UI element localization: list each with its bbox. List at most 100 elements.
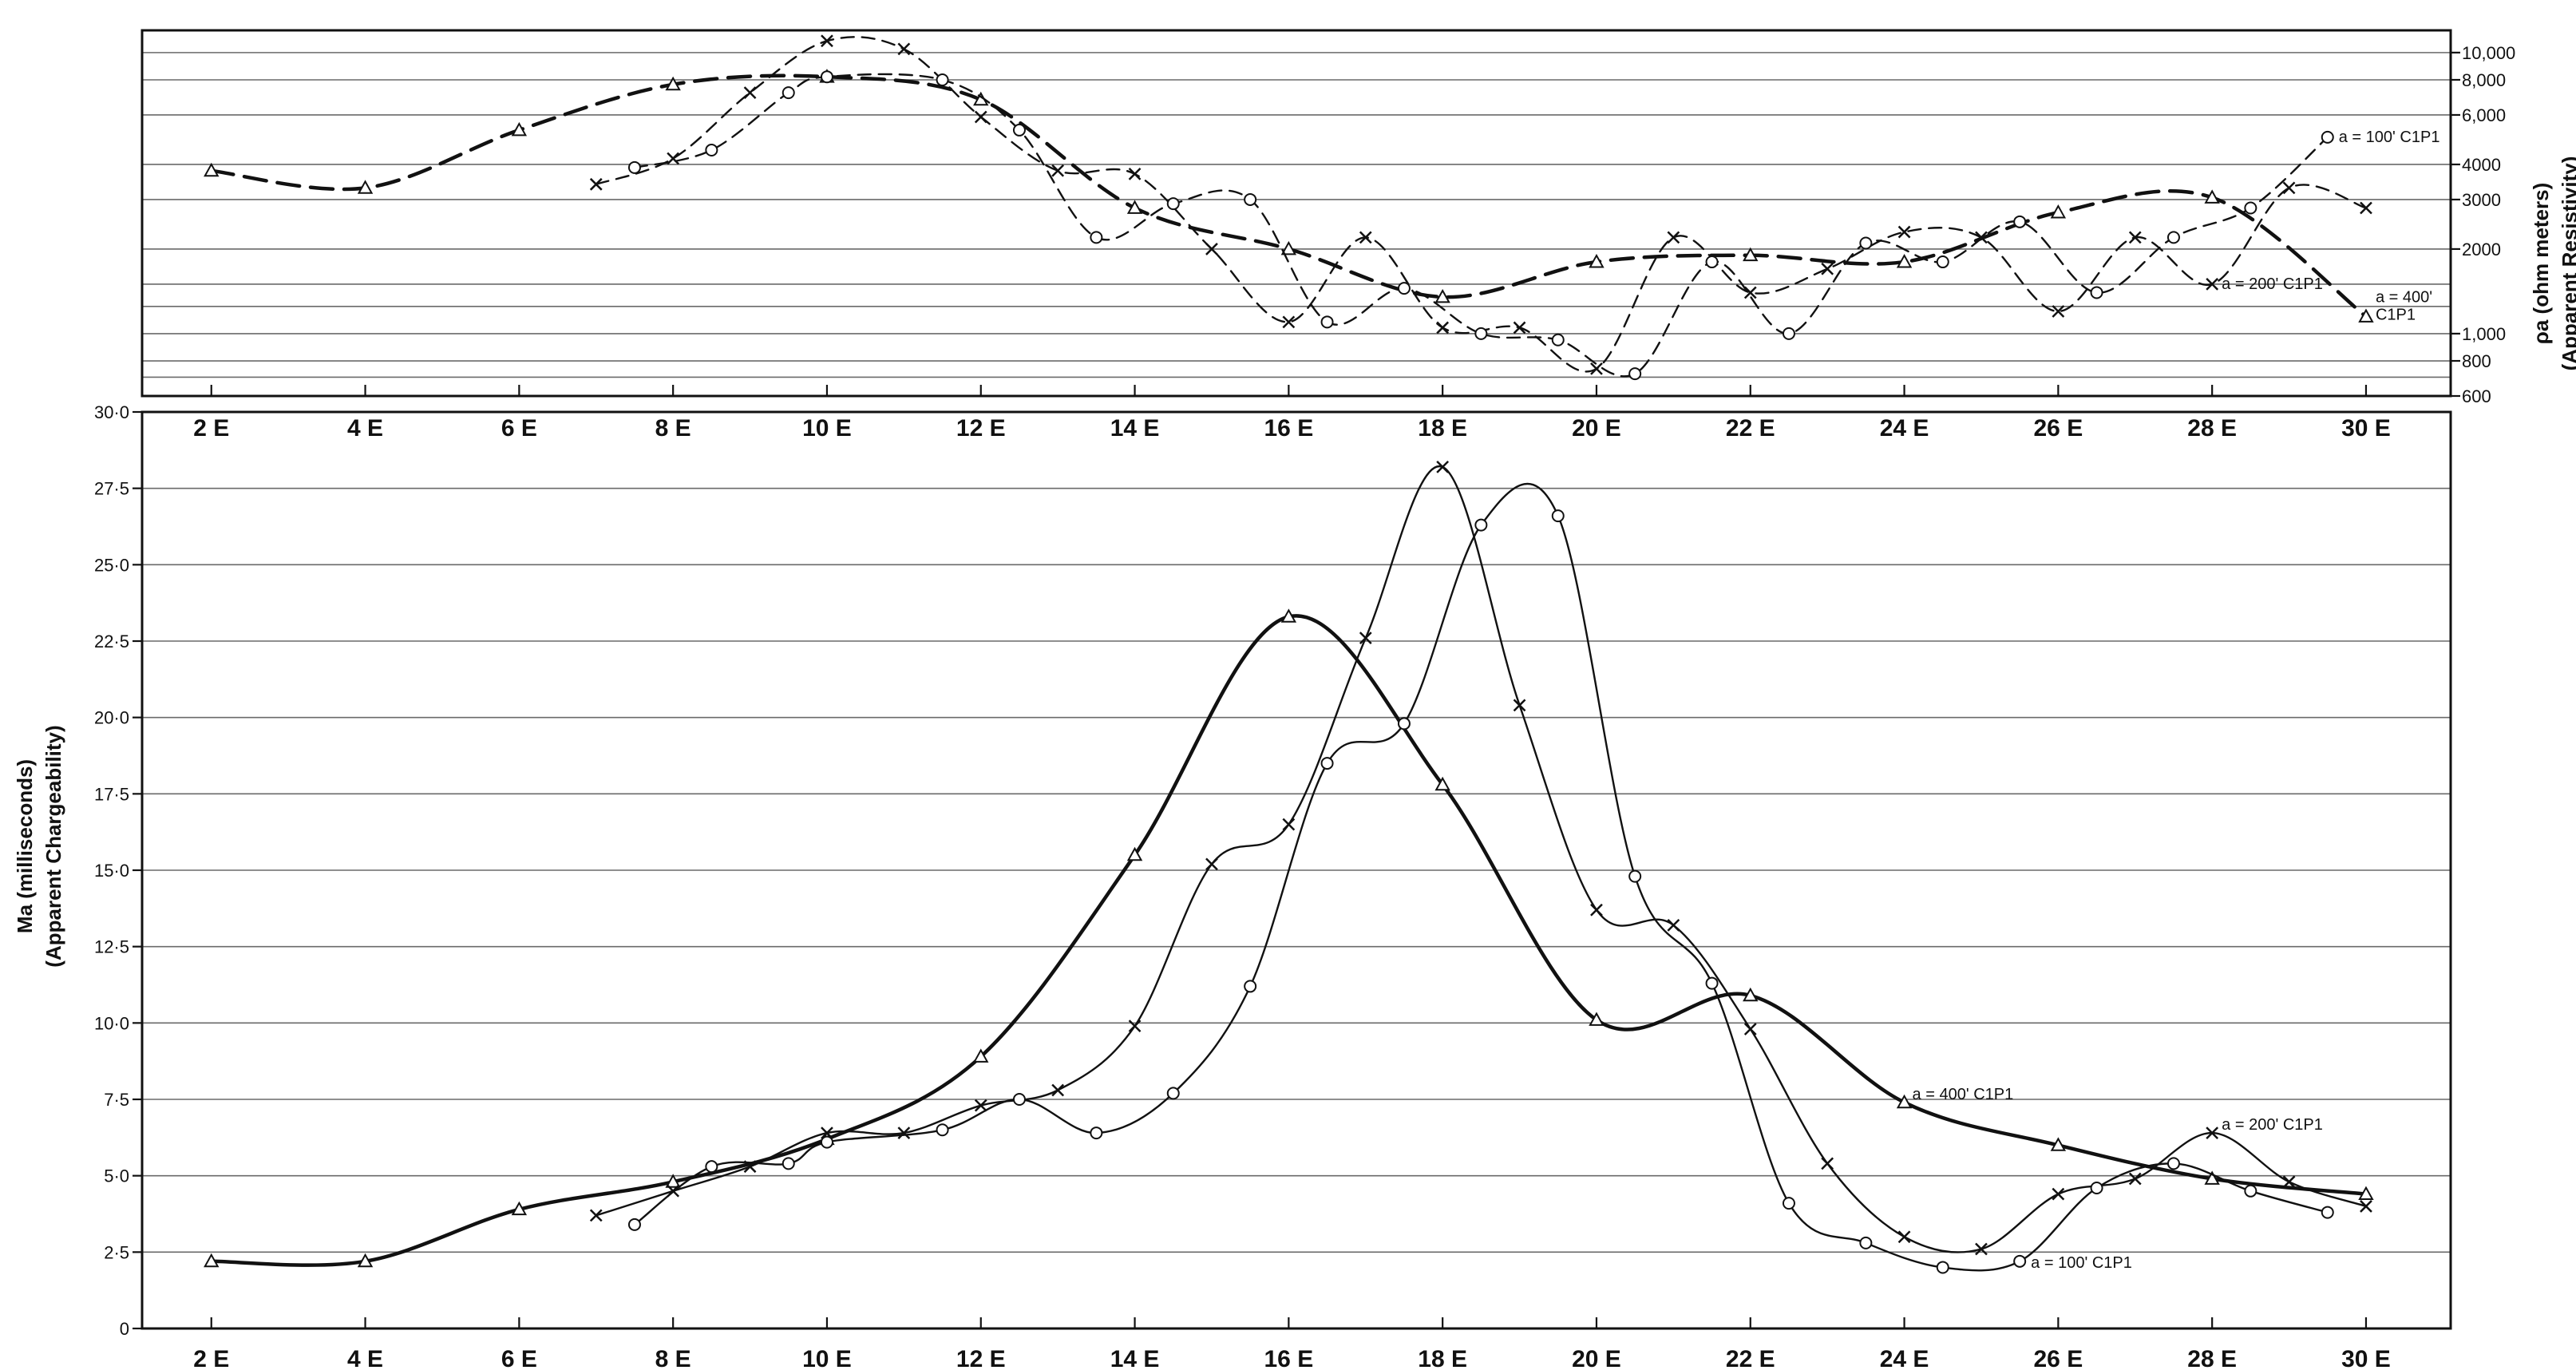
resistivity-series-triangle-point	[665, 76, 681, 91]
resistivity-x-tick-label: 30 E	[2341, 415, 2391, 441]
chargeability-series-triangle-point	[511, 1201, 528, 1216]
resistivity-series-circle-point	[1320, 315, 1334, 329]
chargeability-series-circle-point	[1782, 1197, 1795, 1210]
resistivity-series-x-point	[1513, 321, 1526, 335]
chargeability-series-x-point	[2360, 1200, 2372, 1213]
chargeability-series-circle-point	[1320, 757, 1334, 770]
resistivity-series-x-point	[1282, 315, 1296, 329]
resistivity-series-circle-point	[1474, 327, 1488, 340]
chargeability-series-x-point	[1667, 918, 1680, 932]
chargeability-series-x-point	[1590, 903, 1603, 917]
chargeability-y-tick-label: 2·5	[104, 1242, 129, 1262]
chargeability-series-triangle-point	[2204, 1170, 2220, 1185]
chargeability-axis-sublabel: (Apparent Chargeability)	[42, 725, 65, 967]
chargeability-series-circle	[627, 482, 2334, 1274]
chargeability-series-triangle-point	[1280, 608, 1297, 623]
resistivity-x-tick-label: 8 E	[655, 415, 691, 441]
chargeability-series-x-point	[2206, 1126, 2219, 1139]
chargeability-y-tick-label: 17·5	[94, 784, 129, 804]
chargeability-x-ticks: 2 E 4 E 6 E 8 E 10 E 12 E 14 E 16 E 18 E 20 E 22 E…	[193, 1317, 2391, 1370]
resistivity-series-x-point	[743, 86, 757, 99]
resistivity-series-label-triangle: C1P1	[2376, 307, 2416, 324]
chargeability-series-circle-point	[820, 1135, 833, 1149]
chargeability-series-x-point	[1513, 699, 1526, 712]
chargeability-series-x-point	[1821, 1157, 1834, 1170]
resistivity-x-tick-label: 2 E	[193, 415, 229, 441]
chargeability-series-label-x: a = 200' C1P1	[2222, 1116, 2323, 1134]
chargeability-x-tick-label: 14 E	[1110, 1346, 1160, 1370]
chargeability-x-tick-label: 24 E	[1880, 1346, 1929, 1370]
chargeability-series-x-point	[2282, 1175, 2296, 1189]
chargeability-series-circle-point	[1628, 869, 1642, 883]
resistivity-series-x-point	[1667, 231, 1680, 244]
resistivity-series-circle-point	[782, 86, 795, 100]
chargeability-series-labels: a = 400' C1P1 a = 200' C1P1 a = 100' C1P1	[1913, 1086, 2323, 1272]
chargeability-series-x-point	[2128, 1172, 2142, 1186]
resistivity-series-x-point	[2128, 231, 2142, 244]
resistivity-series-x-point	[589, 177, 603, 191]
resistivity-series-circle-point	[1705, 255, 1719, 269]
resistivity-series-circle-point	[1397, 282, 1411, 295]
resistivity-axis-label: ρa (ohm meters)	[2529, 183, 2553, 344]
chargeability-x-tick-label: 16 E	[1264, 1346, 1314, 1370]
chargeability-x-tick-label: 28 E	[2187, 1346, 2237, 1370]
resistivity-series-x-point	[2052, 305, 2065, 318]
chargeability-series-triangle-line	[209, 614, 2368, 1267]
resistivity-x-tick-label: 24 E	[1880, 415, 1929, 441]
resistivity-series-circle-point	[1090, 231, 1103, 244]
resistivity-series-x-point	[1051, 164, 1065, 177]
resistivity-series-x-point	[2360, 201, 2372, 215]
chargeability-series-triangle	[204, 608, 2374, 1268]
resistivity-series-triangle-point	[2358, 308, 2374, 323]
resistivity-series-circle-point	[1936, 255, 1949, 269]
resistivity-series-label-triangle: a = 400'	[2376, 289, 2432, 307]
chargeability-y-tick-label: 22·5	[94, 632, 129, 651]
chargeability-series-circle-point	[2244, 1184, 2257, 1198]
chargeability-series-circle-point	[1859, 1236, 1873, 1249]
chargeability-series-x-point	[1128, 1020, 1142, 1033]
chargeability-y-tick-label: 25·0	[94, 555, 129, 575]
resistivity-series-labels: a = 400'C1P1 a = 200' C1P1 a = 100' C1P1	[2222, 129, 2439, 324]
resistivity-series-triangle-point	[204, 162, 220, 177]
chargeability-y-tick-label: 15·0	[94, 861, 129, 881]
resistivity-y-tick-label: 4000	[2462, 155, 2501, 175]
resistivity-series-circle-point	[2166, 231, 2180, 244]
resistivity-series-circle-point	[2090, 286, 2103, 299]
resistivity-series-circle-point	[2244, 201, 2257, 215]
resistivity-plot-frame	[140, 29, 2452, 398]
resistivity-series-triangle-point	[1743, 247, 1759, 262]
chargeability-series-x-line	[595, 465, 2368, 1253]
resistivity-x-tick-label: 16 E	[1264, 415, 1314, 441]
resistivity-y-tick-label: 3000	[2462, 190, 2501, 210]
resistivity-series-x-point	[2206, 278, 2219, 291]
resistivity-y-tick-label: 2000	[2462, 240, 2501, 259]
resistivity-x-tick-label: 26 E	[2034, 415, 2083, 441]
chargeability-series-triangle-point	[2050, 1137, 2067, 1151]
resistivity-series-label-x: a = 200' C1P1	[2222, 275, 2323, 293]
chargeability-series-x-point	[1436, 460, 1450, 473]
chargeability-x-tick-label: 4 E	[347, 1346, 383, 1370]
chargeability-series-triangle-point	[1589, 1012, 1605, 1026]
chargeability-series-x-point	[1282, 818, 1296, 831]
resistivity-series-circle-point	[1244, 192, 1257, 206]
chargeability-series-triangle-point	[1434, 776, 1450, 791]
resistivity-x-tick-label: 18 E	[1418, 415, 1467, 441]
resistivity-y-tick-label: 600	[2462, 386, 2491, 406]
chargeability-y-tick-label: 30·0	[94, 402, 129, 422]
chargeability-series-circle-point	[1705, 976, 1719, 990]
resistivity-series-circle-point	[1166, 197, 1180, 211]
chargeability-y-tick-label: 0	[120, 1319, 129, 1339]
chargeability-chart: 2 E 4 E 6 E 8 E 10 E 12 E 14 E 16 E 18 E 20 E 22 E…	[13, 402, 2452, 1370]
resistivity-series-x-point	[1205, 243, 1218, 255]
chargeability-y-tick-label: 10·0	[94, 1013, 129, 1033]
chargeability-series-circle-point	[705, 1160, 718, 1174]
resistivity-series-triangle-point	[1126, 200, 1143, 214]
chargeability-x-tick-label: 10 E	[802, 1346, 852, 1370]
chargeability-series-triangle-point	[1743, 987, 1759, 1002]
resistivity-series-x-point	[1897, 225, 1911, 239]
chargeability-series-x-point	[589, 1209, 603, 1222]
chargeability-series-circle-point	[1012, 1093, 1026, 1106]
resistivity-series-circle	[627, 70, 2334, 381]
chargeability-series-circle-point	[1936, 1261, 1949, 1274]
